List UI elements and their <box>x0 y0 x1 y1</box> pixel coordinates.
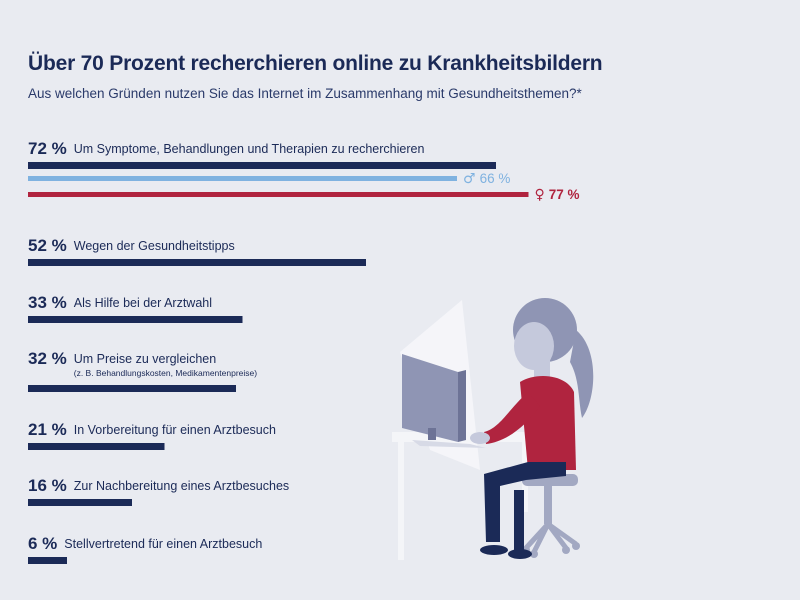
bar <box>28 443 165 450</box>
breakdown-bar <box>28 176 457 181</box>
bar <box>28 499 132 506</box>
bar <box>28 259 366 266</box>
category-label: Um Preise zu vergleichen <box>74 352 216 366</box>
value-label: 6 % <box>28 534 57 553</box>
category-label: Wegen der Gesundheitstipps <box>74 239 235 253</box>
breakdown-bar <box>28 192 529 197</box>
category-label: Als Hilfe bei der Arztwahl <box>74 296 212 310</box>
category-label: Zur Nachbereitung eines Arztbesuches <box>74 479 289 493</box>
category-label: In Vorbereitung für einen Arztbesuch <box>74 423 276 437</box>
category-note: (z. B. Behandlungskosten, Medikamentenpr… <box>74 368 257 378</box>
category-label: Um Symptome, Behandlungen und Therapien … <box>74 142 425 156</box>
bar <box>28 385 236 392</box>
bar <box>28 162 496 169</box>
breakdown-value-label: 66 % <box>480 171 511 186</box>
value-label: 52 % <box>28 236 67 255</box>
breakdown-value-label: 77 % <box>549 187 580 202</box>
bar <box>28 316 243 323</box>
page-subtitle: Aus welchen Gründen nutzen Sie das Inter… <box>28 86 582 101</box>
category-label: Stellvertretend für einen Arztbesuch <box>64 537 262 551</box>
value-label: 72 % <box>28 139 67 158</box>
page-title: Über 70 Prozent recherchieren online zu … <box>28 52 603 75</box>
gender-symbol-icon: ♀ <box>535 187 545 203</box>
bar <box>28 557 67 564</box>
gender-symbol-icon: ♂ <box>463 171 476 187</box>
value-label: 32 % <box>28 349 67 368</box>
value-label: 16 % <box>28 476 67 495</box>
value-label: 21 % <box>28 420 67 439</box>
value-label: 33 % <box>28 293 67 312</box>
